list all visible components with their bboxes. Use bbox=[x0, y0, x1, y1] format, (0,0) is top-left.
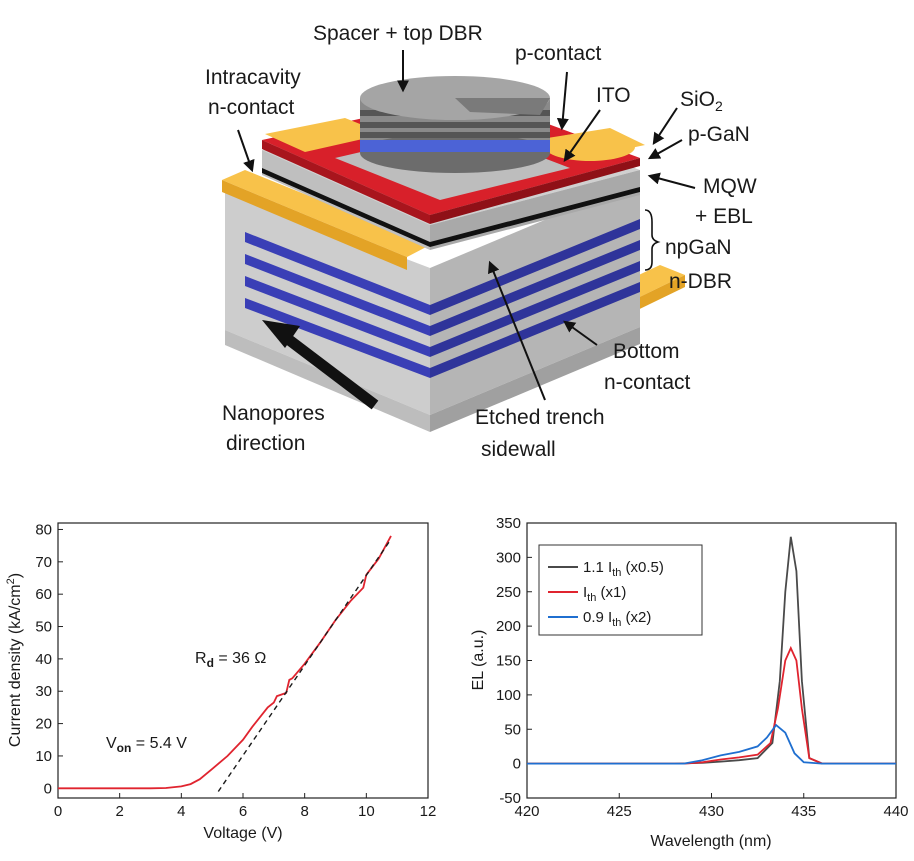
iv-xtick-label: 0 bbox=[54, 803, 62, 820]
label-intracavity: Intracavity bbox=[205, 66, 301, 89]
iv-axis-ticks: 0 2 4 6 8 10 12 0 10 20 30 40 50 60 70 80 bbox=[35, 521, 436, 820]
iv-ytick-label: 0 bbox=[44, 780, 52, 797]
npgan-bracket bbox=[644, 209, 661, 271]
el-xtick-label: 435 bbox=[791, 803, 816, 820]
el-ytick-label: 250 bbox=[496, 584, 521, 601]
iv-ytick-label: 20 bbox=[35, 716, 52, 733]
label-npgan: npGaN bbox=[665, 236, 732, 259]
el-y-axis-label: EL (a.u.) bbox=[470, 630, 487, 691]
rd-annotation: Rd = 36 Ω bbox=[195, 650, 266, 670]
legend-label-1: 1.1 Ith (x0.5) bbox=[583, 559, 664, 579]
label-pointers bbox=[237, 50, 696, 401]
el-legend-box bbox=[538, 544, 703, 636]
iv-xtick-label: 2 bbox=[115, 803, 123, 820]
iv-xtick-label: 8 bbox=[300, 803, 308, 820]
intracavity-n-contact-pad bbox=[222, 170, 430, 270]
label-ebl: + EBL bbox=[695, 205, 753, 228]
label-spacer-top-dbr: Spacer + top DBR bbox=[313, 22, 483, 45]
el-ytick-label: 0 bbox=[513, 756, 521, 773]
nanopores-direction-arrow bbox=[276, 328, 379, 410]
iv-xtick-label: 4 bbox=[177, 803, 185, 820]
el-chart: 420 425 430 435 440-50050100150200250300350 … bbox=[470, 515, 909, 850]
nanopores-arrow-head bbox=[262, 320, 300, 348]
el-series-line-1 bbox=[527, 536, 896, 765]
el-series-line-3 bbox=[527, 723, 896, 765]
label-etched-trench: Etched trench bbox=[475, 406, 605, 429]
label-p-gan: p-GaN bbox=[688, 123, 750, 146]
label-p-contact: p-contact bbox=[515, 42, 602, 65]
el-x-axis-label: Wavelength (nm) bbox=[650, 833, 771, 850]
iv-chart: 0 2 4 6 8 10 12 0 10 20 30 40 50 60 70 80 Voltage (V) C… bbox=[5, 521, 436, 842]
el-axis-ticks: 420 425 430 435 440 -50 0 50 100 150 200 250 300 350 bbox=[496, 515, 909, 820]
iv-series-line-2 bbox=[217, 538, 392, 792]
el-legend: 1.1 Ith (x0.5) Ith (x1) 0.9 Ith (x2) bbox=[538, 544, 703, 636]
legend-label-2: Ith (x1) bbox=[583, 584, 626, 604]
label-ito: ITO bbox=[596, 84, 631, 107]
iv-ytick-label: 70 bbox=[35, 554, 52, 571]
iv-y-axis-label: Current density (kA/cm2) bbox=[5, 573, 24, 747]
label-bottom-n-contact: n-contact bbox=[604, 371, 691, 394]
vcsel-device-schematic: Spacer + top DBR p-contact Intracavity n… bbox=[205, 22, 757, 461]
substrate-block bbox=[225, 180, 640, 432]
el-series-group bbox=[527, 536, 896, 765]
n-dbr-layers-right bbox=[430, 219, 640, 378]
el-ytick-label: 300 bbox=[496, 549, 521, 566]
label-nanopores-direction: direction bbox=[226, 432, 305, 455]
von-annotation: Von = 5.4 V bbox=[106, 735, 187, 755]
p-contact-pads bbox=[265, 118, 645, 161]
iv-ytick-label: 80 bbox=[35, 521, 52, 538]
label-intracavity-n-contact: n-contact bbox=[208, 96, 295, 119]
el-ytick-label: 50 bbox=[504, 721, 521, 738]
label-sio2: SiO2 bbox=[680, 88, 723, 114]
el-series-line-2 bbox=[527, 645, 896, 765]
iv-series-group bbox=[58, 535, 392, 792]
el-ytick-label: 150 bbox=[496, 653, 521, 670]
el-ytick-label: 100 bbox=[496, 687, 521, 704]
iv-ytick-label: 50 bbox=[35, 619, 52, 636]
legend-label-3: 0.9 Ith (x2) bbox=[583, 609, 651, 629]
label-mqw: MQW bbox=[703, 175, 757, 198]
iv-xtick-label: 12 bbox=[420, 803, 437, 820]
iv-ytick-label: 30 bbox=[35, 683, 52, 700]
el-xtick-label: 420 bbox=[514, 803, 539, 820]
iv-xtick-label: 6 bbox=[239, 803, 247, 820]
el-ytick-label: -50 bbox=[499, 790, 521, 807]
label-n-dbr: n-DBR bbox=[669, 270, 732, 293]
el-ytick-label: 200 bbox=[496, 618, 521, 635]
label-bottom: Bottom bbox=[613, 340, 680, 363]
iv-series-line-1 bbox=[58, 535, 392, 790]
iv-xtick-label: 10 bbox=[358, 803, 375, 820]
label-sidewall: sidewall bbox=[481, 438, 556, 461]
iv-ytick-label: 40 bbox=[35, 651, 52, 668]
iv-ytick-label: 60 bbox=[35, 586, 52, 603]
el-ytick-label: 350 bbox=[496, 515, 521, 532]
iv-ytick-label: 10 bbox=[35, 748, 52, 765]
iv-x-axis-label: Voltage (V) bbox=[203, 825, 282, 842]
label-nanopores: Nanopores bbox=[222, 402, 325, 425]
n-dbr-layers-left bbox=[245, 232, 430, 378]
el-xtick-label: 440 bbox=[883, 803, 908, 820]
el-xtick-label: 430 bbox=[699, 803, 724, 820]
el-xtick-label: 425 bbox=[607, 803, 632, 820]
spacer-top-dbr-stack bbox=[360, 76, 550, 173]
